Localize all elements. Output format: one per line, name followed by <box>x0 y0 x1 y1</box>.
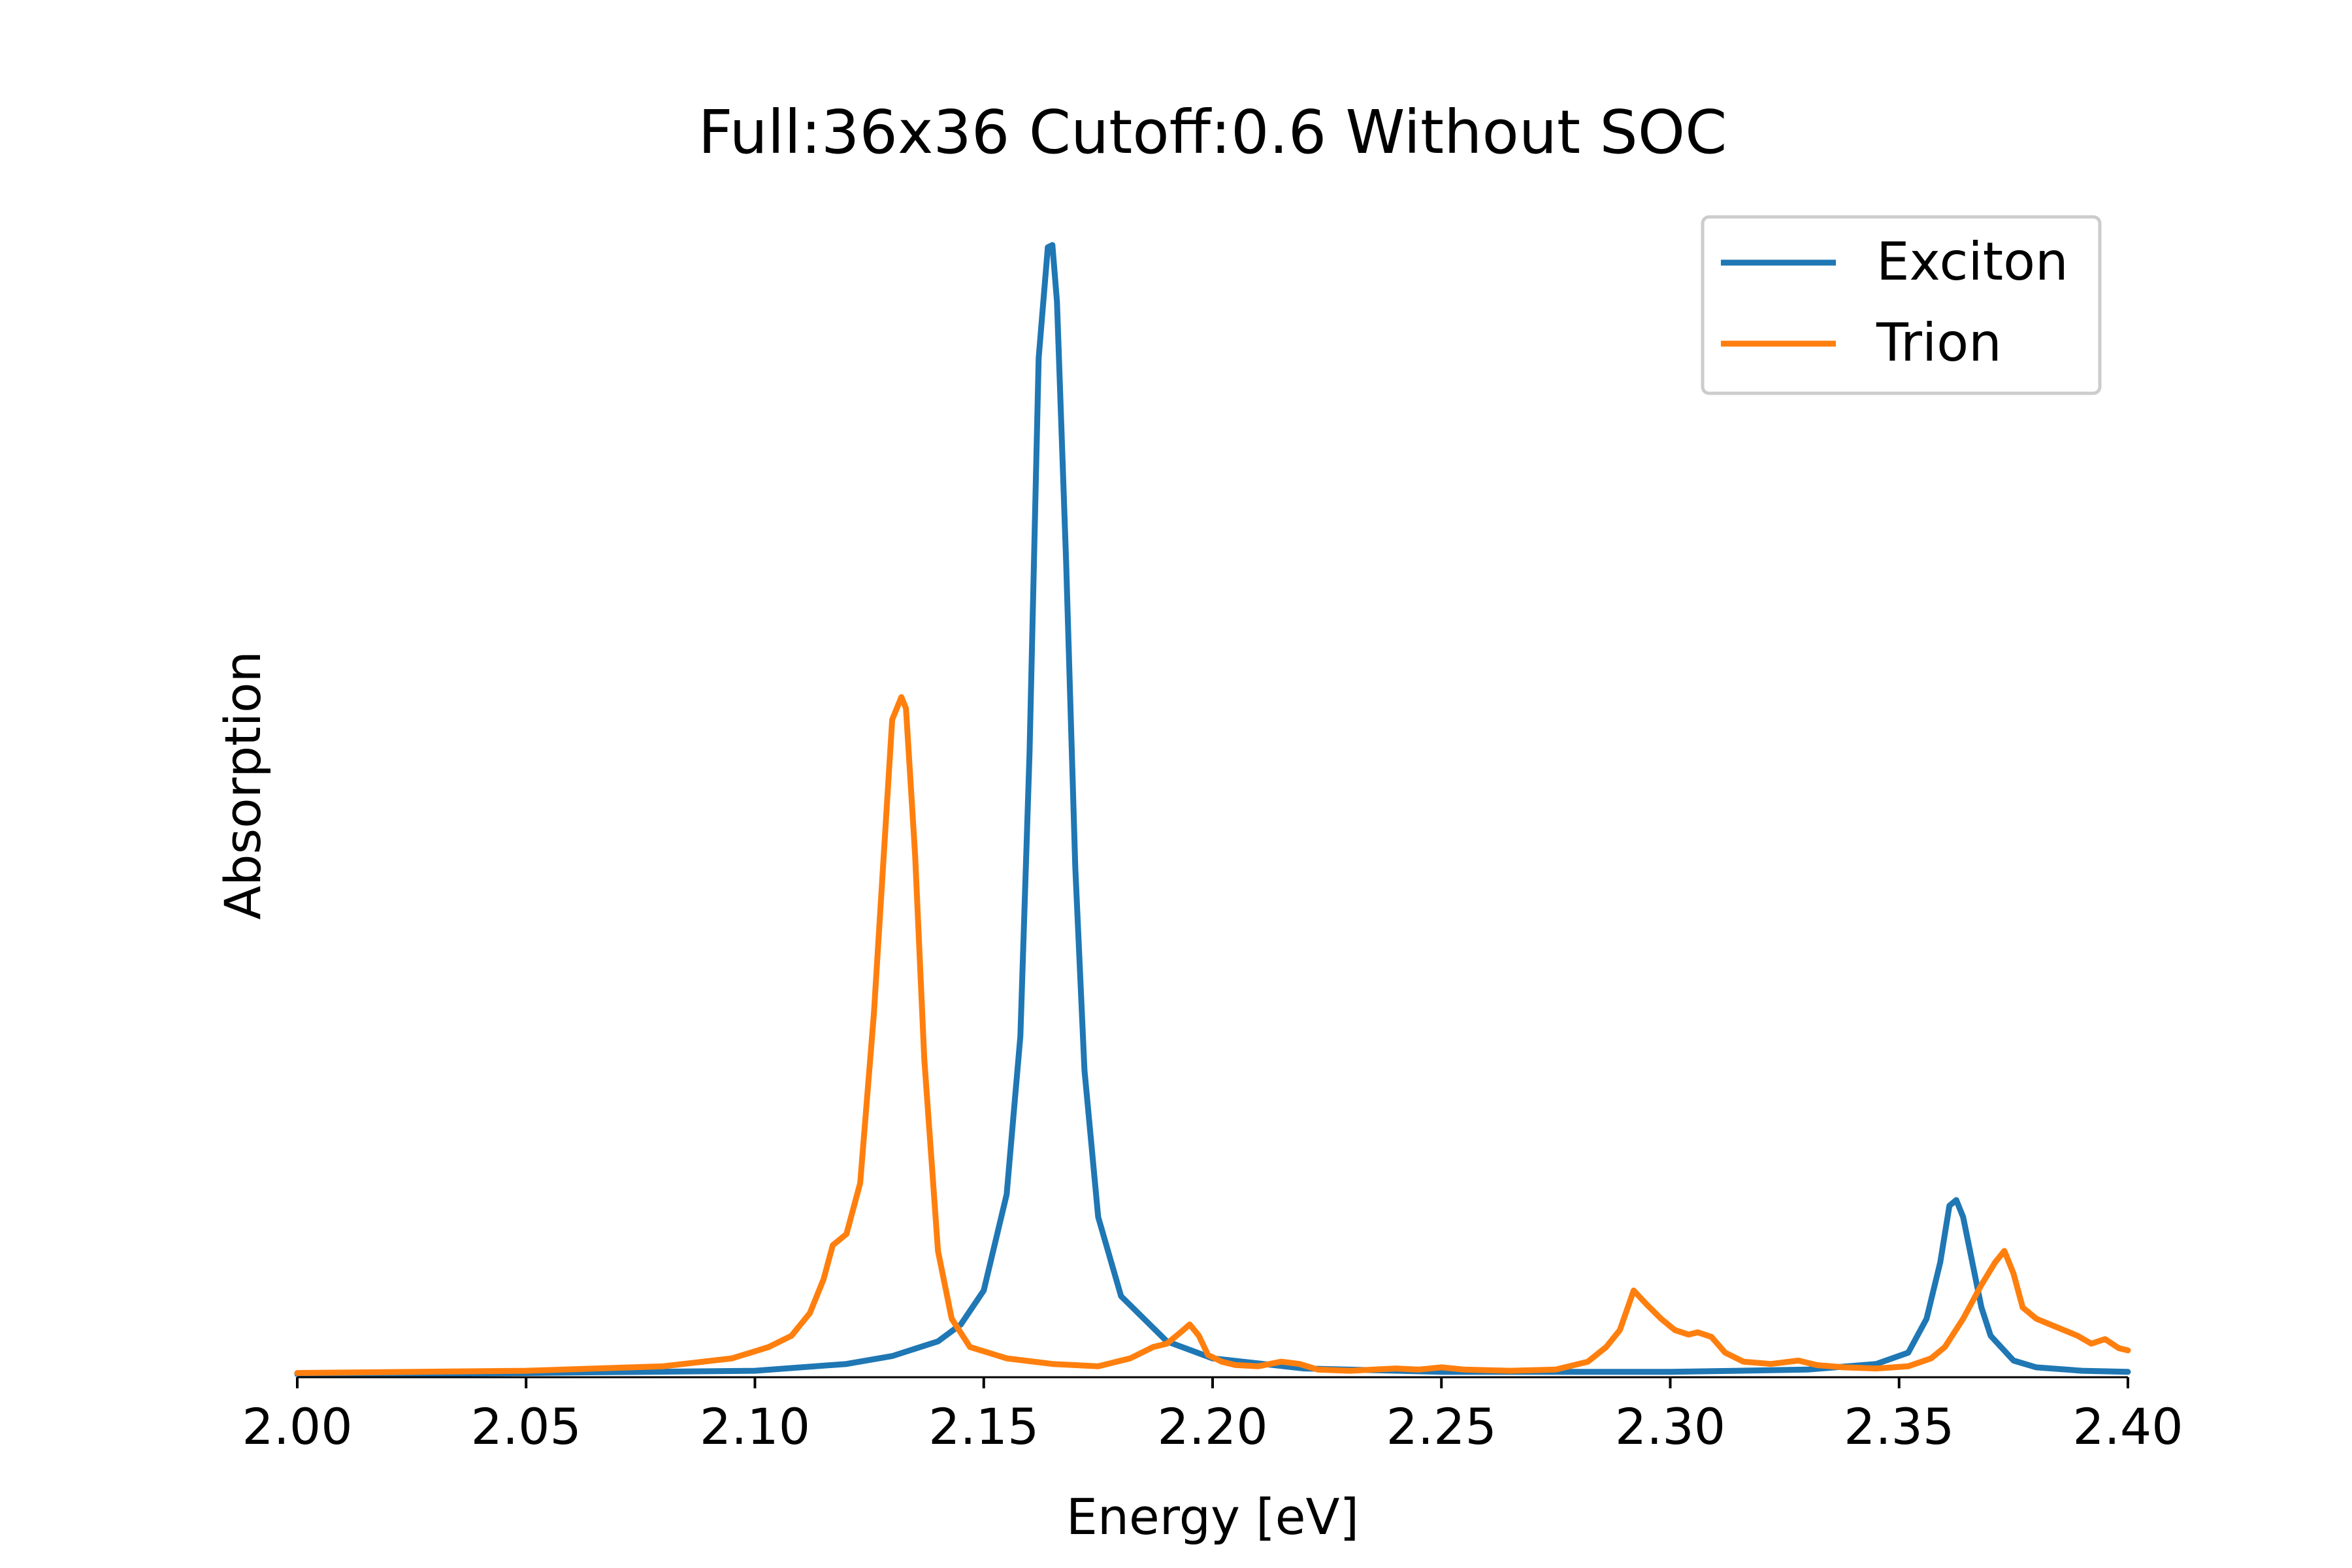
legend-label-trion: Trion <box>1876 312 2002 373</box>
chart-title: Full:36x36 Cutoff:0.6 Without SOC <box>698 97 1727 167</box>
x-axis-label: Energy [eV] <box>1066 1488 1359 1546</box>
x-tick-label: 2.10 <box>700 1397 810 1456</box>
x-tick-label: 2.25 <box>1386 1397 1497 1456</box>
x-tick-label: 2.30 <box>1615 1397 1725 1456</box>
plot-area <box>294 242 2131 1377</box>
x-tick-label: 2.40 <box>2072 1397 2183 1456</box>
x-tick-label: 2.05 <box>471 1397 581 1456</box>
x-tick-label: 2.15 <box>928 1397 1039 1456</box>
legend-label-exciton: Exciton <box>1876 231 2068 292</box>
x-tick-label: 2.20 <box>1157 1397 1267 1456</box>
x-tick-label: 2.00 <box>242 1397 352 1456</box>
x-tick-label: 2.35 <box>1844 1397 1954 1456</box>
x-axis: 2.00 2.05 2.10 2.15 2.20 2.25 2.30 2.35 2.40 <box>242 1376 2183 1456</box>
y-axis-label: Absorption <box>214 651 272 919</box>
legend: Exciton Trion <box>1701 215 2102 395</box>
series-line-exciton <box>294 242 2131 1377</box>
series-line-trion <box>294 694 2131 1376</box>
